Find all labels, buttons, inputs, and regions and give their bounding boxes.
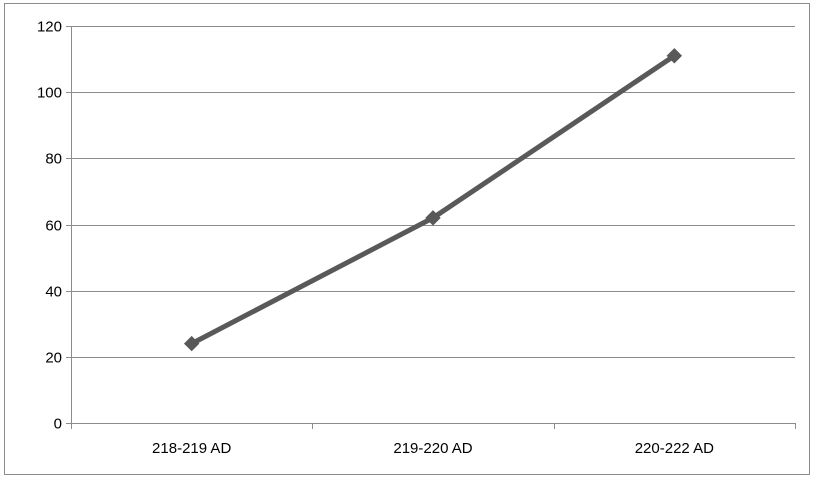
data-point-marker xyxy=(425,210,441,226)
series xyxy=(183,48,683,352)
x-tick-labels: 218-219 AD 219-220 AD 220-222 AD xyxy=(152,440,714,457)
y-tick-label: 60 xyxy=(45,218,62,235)
x-tick-label: 218-219 AD xyxy=(152,440,231,457)
x-tick-label: 220-222 AD xyxy=(635,440,714,457)
y-tick-label: 100 xyxy=(37,85,62,102)
y-tick-label: 80 xyxy=(45,151,62,168)
data-point-marker xyxy=(666,48,683,64)
chart-frame xyxy=(4,3,810,475)
y-tick-label: 0 xyxy=(54,416,62,433)
series-line xyxy=(189,53,677,347)
y-tick-label: 120 xyxy=(37,19,62,36)
y-tick-label: 20 xyxy=(45,350,62,367)
x-tick-label: 219-220 AD xyxy=(393,440,472,457)
y-tick-labels: 0 20 40 60 80 100 120 xyxy=(37,19,62,433)
axes xyxy=(66,26,796,429)
y-tick-label: 40 xyxy=(45,284,62,301)
data-point-marker xyxy=(183,335,200,352)
gridlines xyxy=(71,26,795,358)
